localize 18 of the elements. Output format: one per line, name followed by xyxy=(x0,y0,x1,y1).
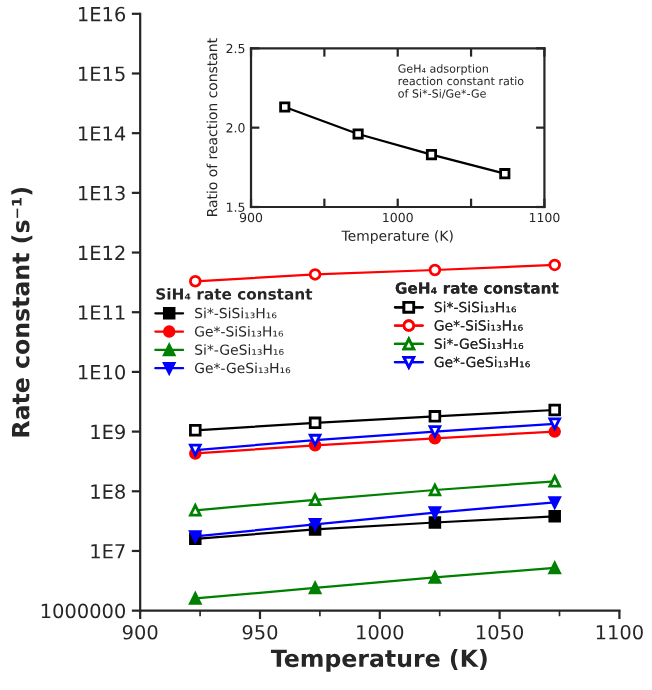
x-tick-label: 1050 xyxy=(476,624,524,640)
x-axis-title: Temperature (K) xyxy=(270,648,487,672)
y-tick-label: 1E11 xyxy=(79,305,125,320)
y-tick-label: 1E16 xyxy=(79,6,126,22)
y-tick-label: 1E8 xyxy=(91,484,125,499)
y-tick-label: 1E10 xyxy=(79,364,125,380)
y-tick-label: 1E15 xyxy=(79,66,125,82)
x-tick-label: 1000 xyxy=(357,624,404,640)
y-axis-title: Rate constant (s⁻¹) xyxy=(11,187,33,437)
y-tick-label: 1E13 xyxy=(79,185,125,201)
y-tick-label: 1000000 xyxy=(41,603,125,619)
x-tick-label: 900 xyxy=(122,624,158,640)
x-tick-label: 1100 xyxy=(596,624,643,640)
y-tick-label: 1E9 xyxy=(91,424,125,440)
y-tick-label: 1E14 xyxy=(79,126,126,141)
y-tick-label: 1E7 xyxy=(91,544,125,559)
x-tick-label: 950 xyxy=(242,624,278,640)
y-tick-label: 1E12 xyxy=(79,245,125,260)
